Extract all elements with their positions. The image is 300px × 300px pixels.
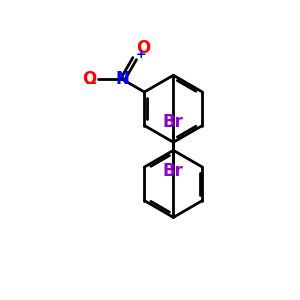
Text: O: O xyxy=(136,39,150,57)
Text: N: N xyxy=(116,70,130,88)
Text: O: O xyxy=(82,70,96,88)
Text: +: + xyxy=(136,48,146,61)
Text: Br: Br xyxy=(163,113,184,131)
Text: −: − xyxy=(84,76,97,91)
Text: Br: Br xyxy=(163,162,184,180)
